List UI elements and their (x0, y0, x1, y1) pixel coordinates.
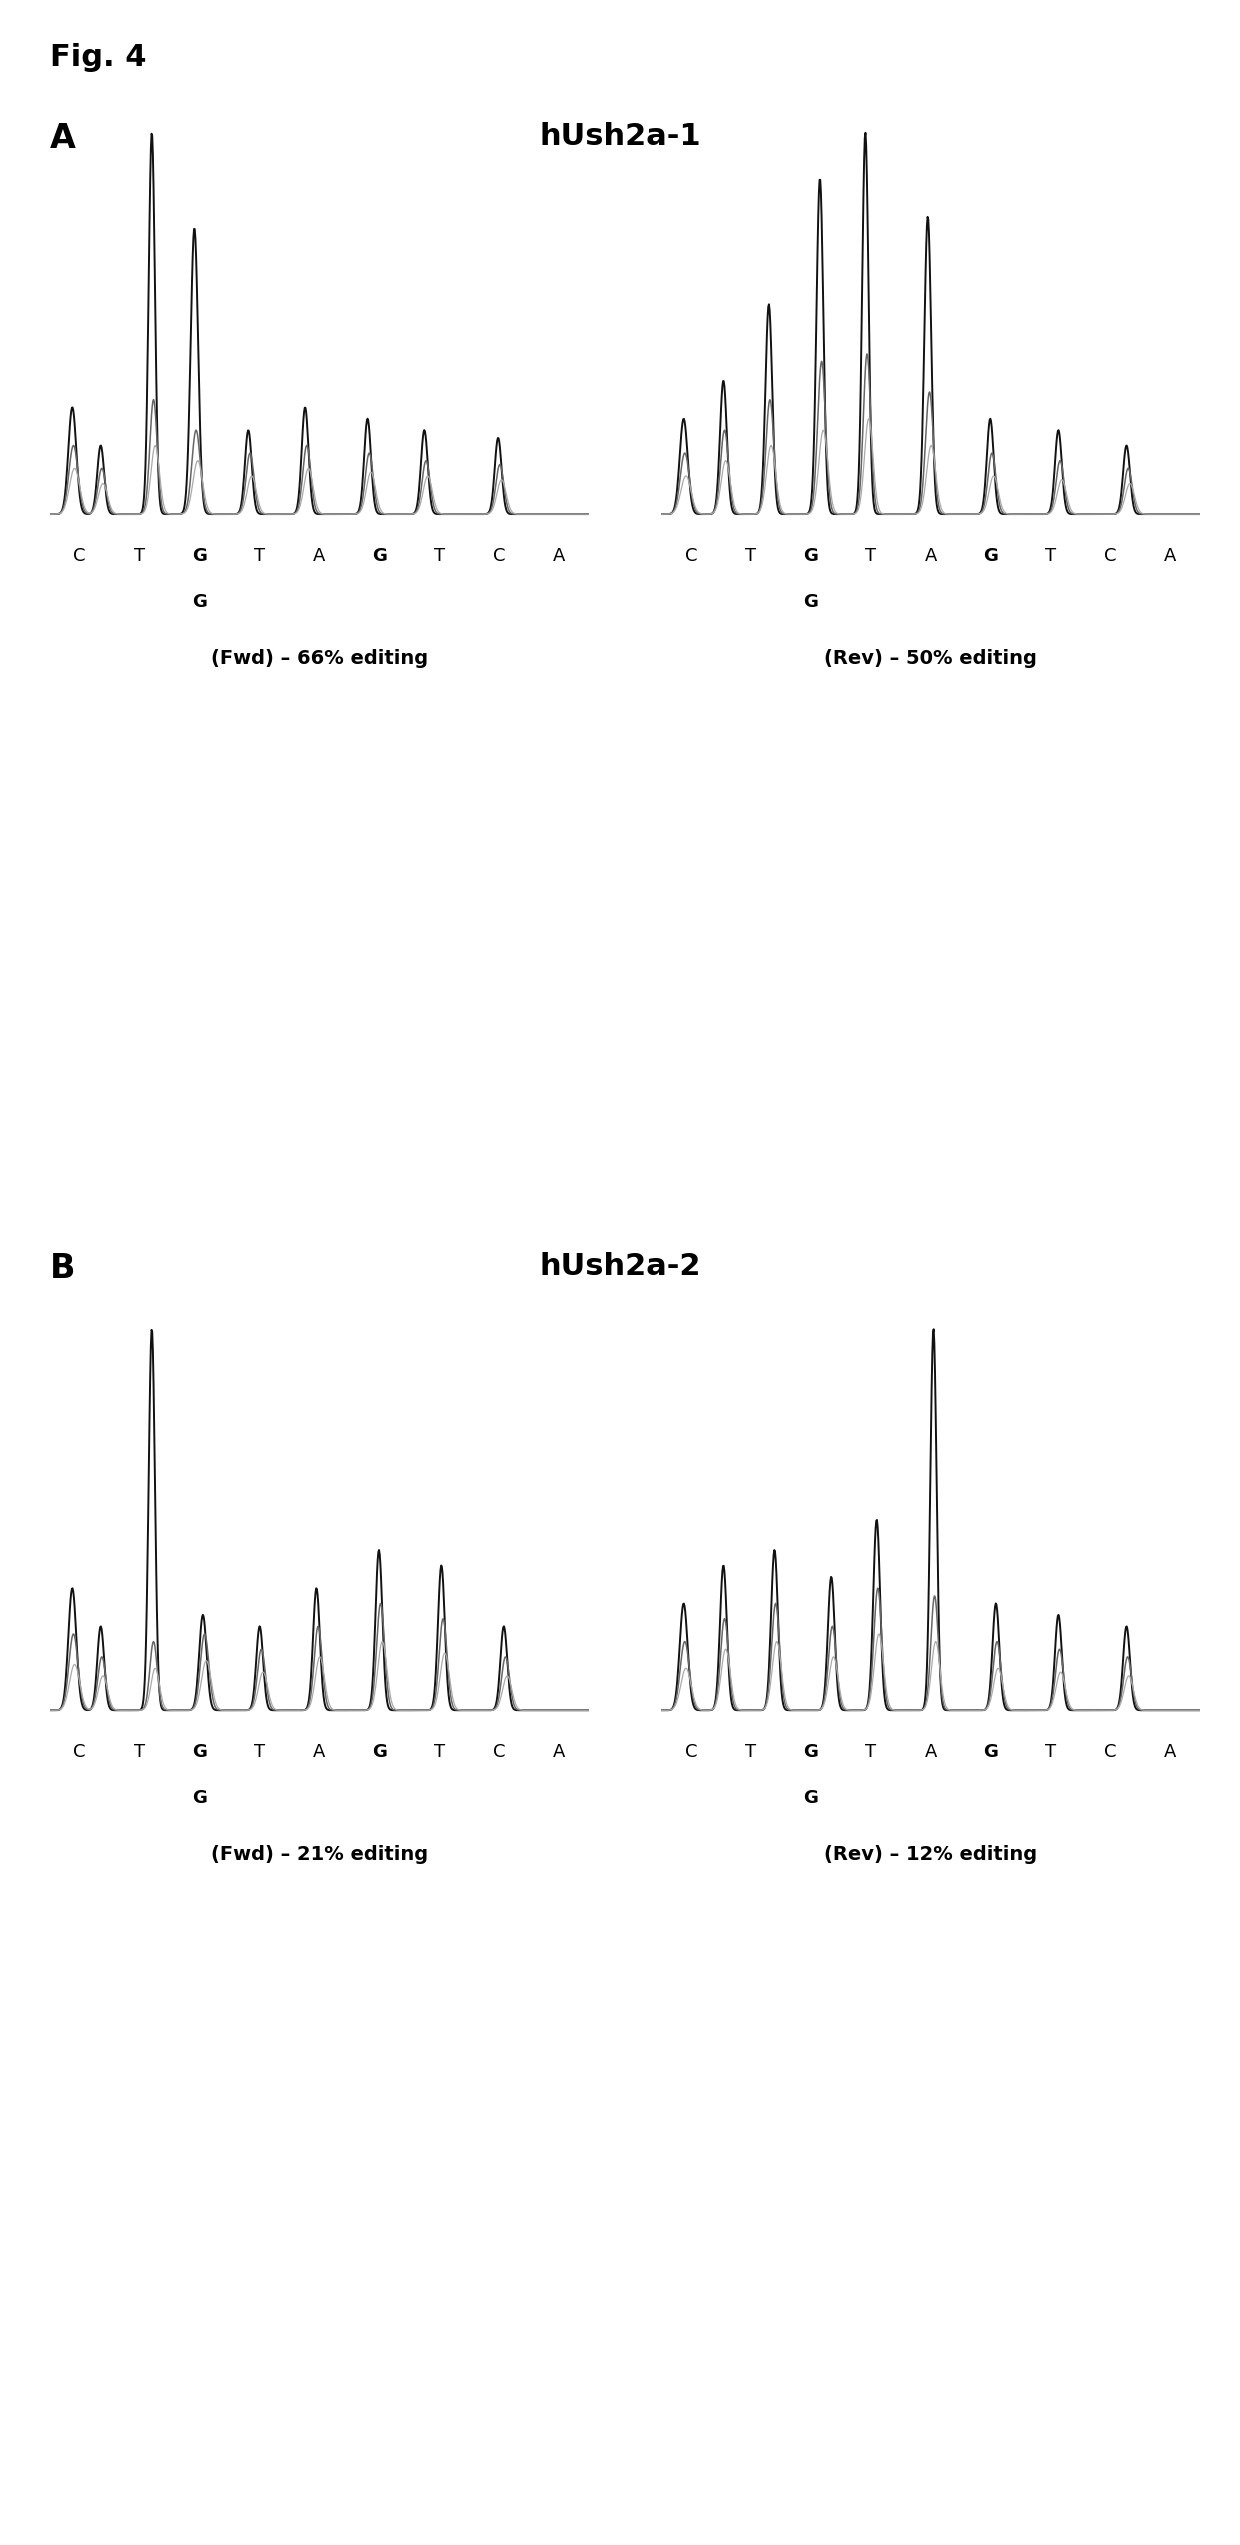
Text: A: A (925, 1743, 936, 1761)
Text: A: A (314, 1743, 325, 1761)
Text: G: G (983, 547, 998, 565)
Text: (Fwd) – 21% editing: (Fwd) – 21% editing (211, 1845, 428, 1863)
Text: A: A (553, 547, 565, 565)
Text: T: T (254, 1743, 265, 1761)
Text: G: G (192, 547, 207, 565)
Text: B: B (50, 1252, 76, 1285)
Text: C: C (492, 547, 506, 565)
Text: C: C (73, 1743, 86, 1761)
Text: C: C (73, 547, 86, 565)
Text: G: G (804, 547, 818, 565)
Text: G: G (804, 1743, 818, 1761)
Text: A: A (925, 547, 936, 565)
Text: (Rev) – 50% editing: (Rev) – 50% editing (825, 649, 1037, 667)
Text: C: C (1104, 1743, 1117, 1761)
Text: C: C (492, 1743, 506, 1761)
Text: T: T (434, 1743, 445, 1761)
Text: T: T (254, 547, 265, 565)
Text: G: G (372, 1743, 387, 1761)
Text: T: T (745, 547, 756, 565)
Text: hUsh2a-2: hUsh2a-2 (539, 1252, 701, 1280)
Text: T: T (866, 1743, 877, 1761)
Text: G: G (192, 1789, 207, 1807)
Text: Fig. 4: Fig. 4 (50, 43, 146, 71)
Text: G: G (192, 1743, 207, 1761)
Text: T: T (866, 547, 877, 565)
Text: A: A (1164, 547, 1177, 565)
Text: T: T (434, 547, 445, 565)
Text: hUsh2a-1: hUsh2a-1 (539, 122, 701, 150)
Text: A: A (553, 1743, 565, 1761)
Text: G: G (983, 1743, 998, 1761)
Text: G: G (804, 593, 818, 611)
Text: G: G (372, 547, 387, 565)
Text: A: A (314, 547, 325, 565)
Text: A: A (1164, 1743, 1177, 1761)
Text: (Fwd) – 66% editing: (Fwd) – 66% editing (211, 649, 428, 667)
Text: C: C (1104, 547, 1117, 565)
Text: T: T (745, 1743, 756, 1761)
Text: T: T (134, 1743, 145, 1761)
Text: T: T (1045, 1743, 1056, 1761)
Text: G: G (192, 593, 207, 611)
Text: T: T (134, 547, 145, 565)
Text: T: T (1045, 547, 1056, 565)
Text: C: C (684, 1743, 697, 1761)
Text: A: A (50, 122, 76, 155)
Text: G: G (804, 1789, 818, 1807)
Text: (Rev) – 12% editing: (Rev) – 12% editing (825, 1845, 1037, 1863)
Text: C: C (684, 547, 697, 565)
